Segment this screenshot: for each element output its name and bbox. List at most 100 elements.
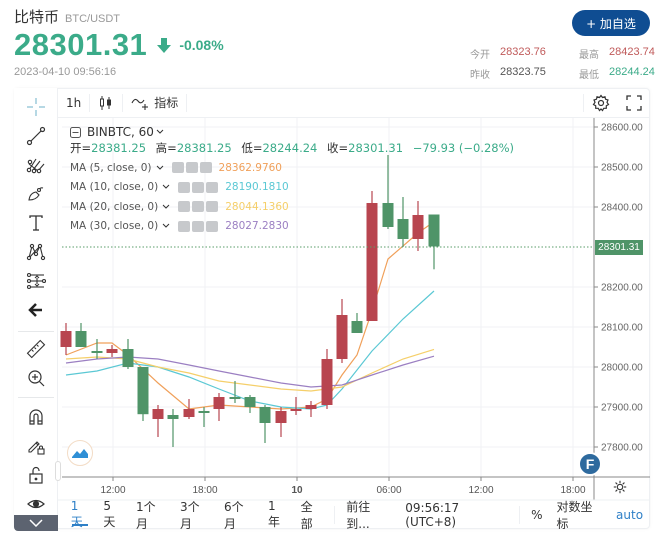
asset-pair: BTC/USDT [65, 13, 121, 25]
back-tool[interactable] [23, 297, 49, 323]
interval-button[interactable]: 1h [66, 95, 82, 110]
chart-type-button[interactable] [90, 88, 122, 118]
asset-name: 比特币 [14, 8, 60, 26]
toolbar-divider [583, 93, 584, 112]
stat-low-value: 28244.24 [609, 66, 655, 78]
range-bar: 1天 5天 1个月 3个月 6个月 1年 全部 前往到... 09:56:17 … [58, 499, 650, 531]
lock-drawings-tool[interactable] [23, 433, 49, 459]
stat-open: 今开 28323.76 [470, 46, 546, 61]
zoom-in-icon [28, 370, 45, 387]
close-icon[interactable] [206, 201, 219, 213]
crosshair-icon [27, 98, 45, 116]
text-tool[interactable] [23, 210, 49, 236]
brush-icon [28, 187, 44, 201]
low-value: 28244.24 [262, 141, 318, 155]
title-row: 比特币 BTC/USDT [14, 6, 120, 27]
pattern-icon [26, 243, 46, 261]
gear-icon[interactable] [192, 201, 205, 213]
visibility-tool[interactable] [23, 491, 49, 517]
axis-settings-button[interactable] [613, 480, 627, 499]
pitchfork-icon [26, 158, 45, 174]
symbol-label: BINBTC, 60 [87, 125, 154, 139]
range-1y[interactable]: 1年 [267, 499, 280, 529]
toolbar-divider [89, 93, 91, 112]
zoom-in-tool[interactable] [23, 365, 49, 391]
stat-open-value: 28323.76 [500, 46, 546, 58]
chevron-down-icon [162, 223, 170, 228]
price-row: 28301.31 -0.08% [14, 27, 224, 63]
eye-icon[interactable] [178, 220, 191, 232]
gear-icon[interactable] [185, 162, 198, 174]
stat-high-label: 最高 [579, 50, 599, 61]
fullscreen-button[interactable] [618, 88, 650, 118]
chevron-down-icon [156, 165, 163, 170]
ma-label: MA (30, close, 0) [70, 220, 159, 233]
range-all[interactable]: 全部 [300, 499, 313, 531]
ma-legend-row[interactable]: MA (30, close, 0) 28027.2830 [70, 217, 520, 237]
ma-value: 28044.1360 [225, 200, 289, 213]
scroll-handle[interactable] [55, 461, 61, 481]
goto-date-button[interactable]: 前往到... [346, 499, 371, 531]
ma-label: MA (5, close, 0) [70, 161, 152, 174]
eye-icon[interactable] [171, 162, 184, 174]
magnet-icon [29, 409, 43, 425]
crosshair-tool[interactable] [23, 94, 49, 120]
unlock-icon [29, 466, 43, 484]
f-badge-button[interactable]: F [578, 452, 602, 476]
indicators-icon [131, 98, 149, 110]
close-icon[interactable] [199, 162, 212, 174]
ma-legend-row[interactable]: MA (5, close, 0) 28362.9760 [70, 158, 520, 178]
toolbar-divider [18, 331, 54, 332]
ma-legend-row[interactable]: MA (10, close, 0) 28190.1810 [70, 178, 520, 198]
close-icon[interactable] [206, 181, 219, 193]
ma-legend-row[interactable]: MA (20, close, 0) 28044.1360 [70, 197, 520, 217]
range-5d[interactable]: 5天 [103, 499, 116, 529]
chart-toolbar: 1h 指标 [58, 88, 650, 118]
range-6m[interactable]: 6个月 [223, 499, 244, 531]
stat-prev-close-value: 28323.75 [500, 66, 546, 78]
log-scale-toggle[interactable]: 对数坐标 [556, 499, 593, 531]
pattern-tool[interactable] [23, 239, 49, 265]
close-icon[interactable] [206, 220, 219, 232]
ma-legend-list: MA (5, close, 0) 28362.9760 MA (10, clos… [70, 158, 520, 236]
range-1m[interactable]: 1个月 [135, 499, 156, 531]
tradingview-logo[interactable] [67, 440, 93, 466]
indicators-button[interactable]: 指标 [123, 88, 186, 118]
change-value: −79.93 (−0.28%) [412, 141, 515, 155]
symbol-title[interactable]: BINBTC, 60 [70, 125, 520, 139]
toolbar-divider [122, 93, 124, 112]
fullscreen-icon [626, 94, 642, 111]
auto-scale-toggle[interactable]: auto [616, 507, 644, 522]
chevron-down-icon [29, 519, 43, 527]
gear-icon[interactable] [192, 181, 205, 193]
stat-prev-close: 昨收 28323.75 [470, 66, 546, 81]
pitchfork-tool[interactable] [23, 152, 49, 178]
gear-icon [592, 94, 610, 111]
clock-timezone[interactable]: 09:56:17 (UTC+8) [405, 500, 460, 529]
range-1d[interactable]: 1天 [64, 499, 97, 529]
eye-icon[interactable] [178, 181, 191, 193]
candlestick-icon [100, 95, 112, 110]
open-label: 开= [70, 141, 92, 155]
collapse-legend-icon[interactable] [70, 126, 81, 138]
add-to-watchlist-button[interactable]: + 加自选 [572, 10, 650, 36]
eye-icon [27, 499, 45, 509]
indicators-label: 指标 [154, 96, 179, 110]
ruler-tool[interactable] [23, 336, 49, 362]
range-3m[interactable]: 3个月 [179, 499, 200, 531]
trendline-tool[interactable] [23, 123, 49, 149]
prediction-tool[interactable] [23, 268, 49, 294]
stat-low-label: 最低 [579, 70, 599, 81]
chevron-down-icon [162, 204, 170, 209]
magnet-tool[interactable] [23, 404, 49, 430]
eye-icon[interactable] [178, 201, 191, 213]
collapse-toolbar-button[interactable] [14, 515, 58, 531]
unlock-tool[interactable] [23, 462, 49, 488]
brush-tool[interactable] [23, 181, 49, 207]
settings-button[interactable] [584, 88, 618, 118]
drawing-toolbar [14, 88, 58, 531]
gear-icon[interactable] [192, 220, 205, 232]
trendline-icon [26, 126, 46, 146]
chevron-down-icon [156, 129, 164, 134]
percent-scale-toggle[interactable]: % [531, 507, 543, 522]
